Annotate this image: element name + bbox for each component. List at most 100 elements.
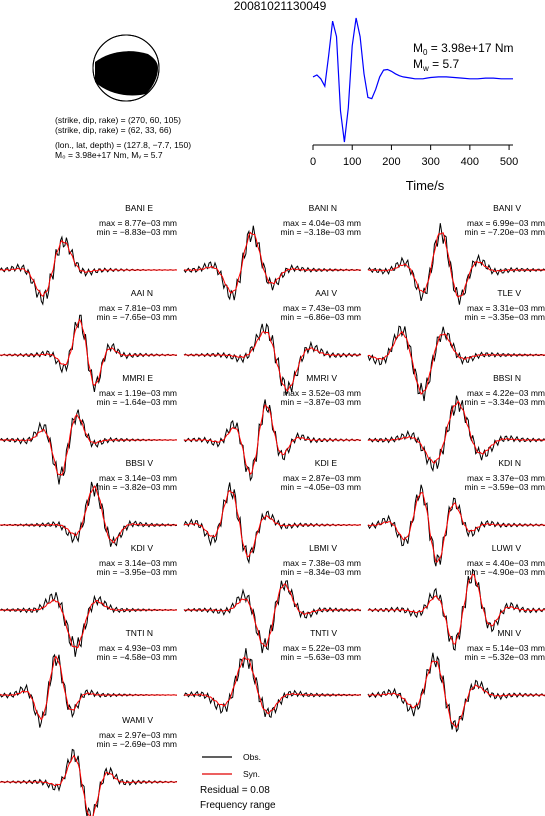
stf-m0-label: M0 = 3.98e+17 Nm	[413, 41, 514, 57]
station-min: min = −3.34e−03 mm	[464, 397, 545, 407]
synthetic-trace	[367, 232, 545, 298]
station-max: max = 7.38e−03 mm	[283, 558, 361, 568]
station-max: max = 3.52e−03 mm	[283, 388, 361, 398]
station-max: max = 2.87e−03 mm	[283, 473, 361, 483]
station-max: max = 1.19e−03 mm	[99, 388, 177, 398]
stf-tick-label: 300	[421, 156, 439, 168]
station-min: min = −5.63e−03 mm	[280, 652, 361, 662]
station-min: min = −2.69e−03 mm	[96, 739, 177, 749]
observed-trace	[183, 322, 362, 396]
station-max: max = 3.14e−03 mm	[99, 473, 177, 483]
observed-trace	[183, 648, 362, 719]
stf-xlabel: Time/s	[406, 178, 445, 193]
focal-mechanism-beachball	[92, 34, 160, 102]
station-label: TLE V	[497, 288, 521, 298]
station-min: min = −7.65e−03 mm	[96, 312, 177, 322]
figure-title: 20081021130049	[234, 0, 327, 13]
synthetic-trace	[183, 656, 362, 715]
synthetic-trace	[367, 400, 545, 464]
station-min: min = −3.87e−03 mm	[280, 397, 361, 407]
station-max: max = 4.22e−03 mm	[467, 388, 545, 398]
synthetic-trace	[183, 231, 362, 294]
station-label: LBMI V	[309, 543, 337, 553]
station-min: min = −8.83e−03 mm	[96, 227, 177, 237]
observed-trace	[0, 748, 178, 816]
observed-trace	[183, 580, 361, 654]
station-label: BBSI V	[126, 458, 154, 468]
synthetic-trace	[367, 492, 545, 563]
synthetic-trace	[367, 660, 545, 729]
station-min: min = −3.59e−03 mm	[464, 482, 545, 492]
station-min: min = −4.90e−03 mm	[464, 567, 545, 577]
station-min: min = −4.58e−03 mm	[96, 652, 177, 662]
stf-tick-label: 500	[500, 156, 518, 168]
synthetic-trace	[0, 655, 177, 721]
station-min: min = −6.86e−03 mm	[280, 312, 361, 322]
synthetic-trace	[0, 599, 178, 649]
station-label: AAI N	[131, 288, 153, 298]
synthetic-trace	[367, 573, 545, 645]
station-label: MNI V	[497, 628, 521, 638]
station-label: BANI V	[493, 203, 521, 213]
station-label: BANI N	[309, 203, 337, 213]
station-label: TNTI V	[310, 628, 337, 638]
station-max: max = 8.77e−03 mm	[99, 218, 177, 228]
observed-trace	[367, 652, 545, 733]
station-label: WAMI V	[122, 715, 153, 725]
stf-curve	[312, 17, 513, 143]
station-max: max = 3.14e−03 mm	[99, 558, 177, 568]
stf-tick-label: 200	[382, 156, 400, 168]
residual-label: Residual = 0.08	[200, 785, 270, 796]
station-max: max = 5.22e−03 mm	[283, 643, 361, 653]
station-min: min = −1.64e−03 mm	[96, 397, 177, 407]
station-max: max = 7.43e−03 mm	[283, 303, 361, 313]
synthetic-trace	[0, 754, 178, 816]
station-label: BANI E	[125, 203, 153, 213]
mechanism-plane-1: (strike, dip, rake) = (270, 60, 105)	[55, 115, 181, 125]
mechanism-moment: M₀ = 3.98e+17 Nm, Mᵥ = 5.7	[55, 150, 163, 160]
station-label: KDI V	[131, 543, 154, 553]
observed-trace	[367, 223, 545, 305]
stf-tick-label: 100	[343, 156, 361, 168]
station-max: max = 5.14e−03 mm	[467, 643, 545, 653]
station-label: BBSI N	[493, 373, 521, 383]
mechanism-plane-2: (strike, dip, rake) = (62, 33, 66)	[55, 125, 172, 135]
station-label: KDI E	[315, 458, 338, 468]
observed-trace	[367, 568, 545, 651]
station-min: min = −3.35e−03 mm	[464, 312, 545, 322]
station-label: TNTI N	[126, 628, 153, 638]
station-max: max = 4.40e−03 mm	[467, 558, 545, 568]
station-label: MMRI V	[306, 373, 337, 383]
station-label: MMRI E	[122, 373, 153, 383]
legend-obs-label: Obs.	[243, 752, 261, 762]
frequency-range-label: Frequency range	[200, 800, 276, 811]
station-min: min = −3.82e−03 mm	[96, 482, 177, 492]
stf-tick-label: 0	[310, 156, 316, 168]
station-label: AAI V	[315, 288, 337, 298]
legend: Obs. Syn. Residual = 0.08 Frequency rang…	[200, 752, 276, 811]
station-min: min = −3.18e−03 mm	[280, 227, 361, 237]
station-min: min = −8.34e−03 mm	[280, 567, 361, 577]
synthetic-trace	[183, 489, 362, 558]
synthetic-trace	[0, 485, 177, 544]
station-max: max = 3.37e−03 mm	[467, 473, 545, 483]
synthetic-trace	[183, 404, 361, 475]
station-min: min = −5.32e−03 mm	[464, 652, 545, 662]
stf-tick-label: 400	[461, 156, 479, 168]
synthetic-trace	[0, 413, 177, 476]
